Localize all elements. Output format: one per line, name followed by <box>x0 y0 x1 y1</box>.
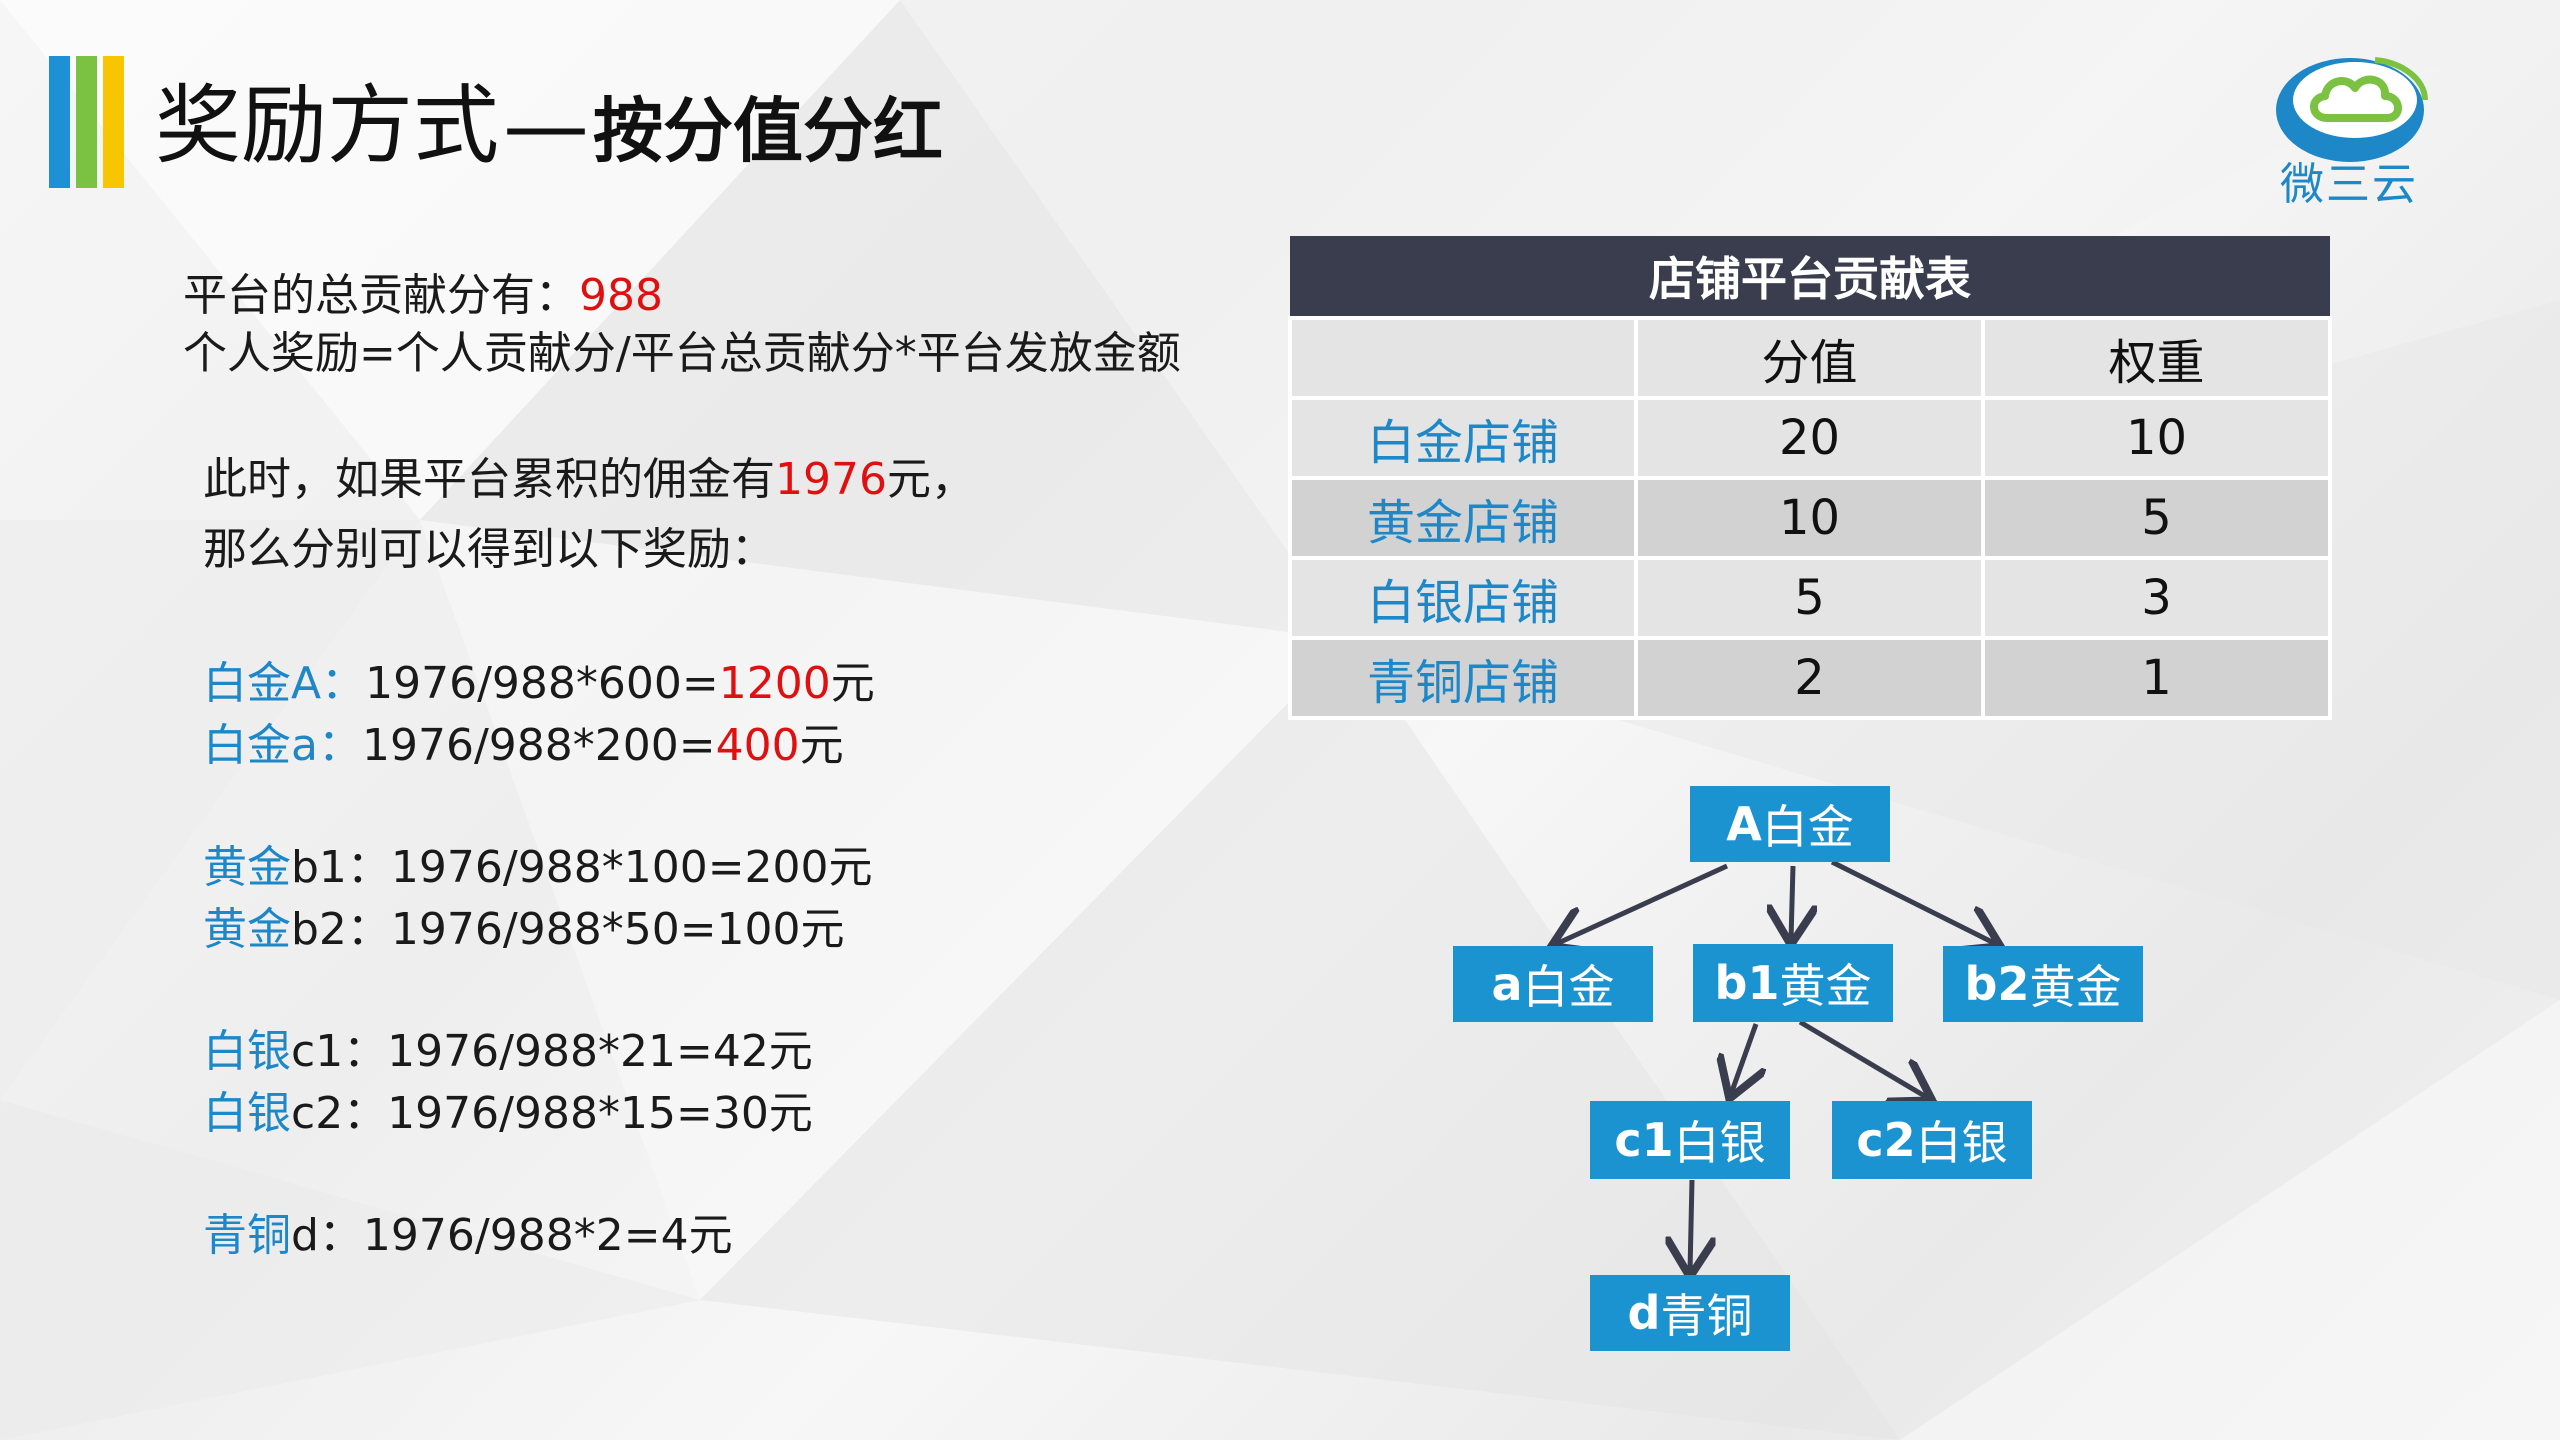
reward-label: 青铜 <box>203 1210 291 1261</box>
title-sub: 按分值分红 <box>593 90 943 172</box>
node-code: c2 <box>1856 1113 1916 1167</box>
tree-node-b2: b2 黄金 <box>1943 946 2143 1022</box>
table-cell: 青铜店铺 <box>1288 636 1638 720</box>
node-code: A <box>1726 797 1762 851</box>
logo-text: 微三云 <box>2280 159 2418 210</box>
table-header-row: 分值 权重 <box>1288 316 2333 400</box>
table-row: 黄金店铺 10 5 <box>1288 476 2333 560</box>
reward-calc: 1976/988*200= <box>361 720 716 771</box>
reward-label: 黄金 <box>203 842 291 893</box>
cloud-icon <box>2276 57 2428 162</box>
tree-node-A: A 白金 <box>1690 786 1890 862</box>
page-title: 奖励方式—按分值分红 <box>155 66 943 186</box>
reward-calc: b1：1976/988*100=200元 <box>291 842 873 893</box>
node-name: 白银 <box>1673 1116 1766 1170</box>
scenario-prefix: 此时，如果平台累积的佣金有 <box>203 454 775 505</box>
node-name: 白金 <box>1522 960 1615 1014</box>
tree-node-c2: c2 白银 <box>1832 1101 2032 1179</box>
total-score-label: 平台的总贡献分有： <box>183 270 579 321</box>
total-score-value: 988 <box>579 270 663 321</box>
reward-line: 青铜d：1976/988*2=4元 <box>203 1208 733 1264</box>
table-cell: 20 <box>1634 396 1985 480</box>
reward-result: 1200 <box>718 658 831 709</box>
accent-bar-blue <box>49 56 70 188</box>
node-code: c1 <box>1614 1113 1674 1167</box>
table-row: 白银店铺 5 3 <box>1288 556 2333 640</box>
scenario-line-1: 此时，如果平台累积的佣金有1976元， <box>203 452 975 508</box>
node-code: b2 <box>1964 957 2030 1011</box>
node-code: b1 <box>1714 956 1780 1010</box>
node-name: 白银 <box>1915 1116 2008 1170</box>
table-cell: 白金店铺 <box>1288 396 1638 480</box>
scenario-amount: 1976 <box>775 454 887 505</box>
accent-bar-green <box>76 56 97 188</box>
node-name: 黄金 <box>2029 960 2122 1014</box>
contribution-table: 店铺平台贡献表 分值 权重 白金店铺 20 10 黄金店铺 10 5 白银店铺 … <box>1288 236 2333 720</box>
table-row: 白金店铺 20 10 <box>1288 396 2333 480</box>
reward-result: 400 <box>715 720 800 771</box>
node-name: 白金 <box>1761 800 1854 854</box>
scenario-line-2: 那么分别可以得到以下奖励： <box>203 524 775 575</box>
table-cell: 3 <box>1980 556 2333 640</box>
table-cell: 5 <box>1634 556 1985 640</box>
reward-calc: d：1976/988*2=4元 <box>291 1210 733 1261</box>
reward-calc: c1：1976/988*21=42元 <box>291 1026 813 1077</box>
tree-node-b1: b1 黄金 <box>1693 944 1893 1022</box>
tree-node-c1: c1 白银 <box>1590 1101 1790 1179</box>
reward-label: 白银 <box>203 1026 291 1077</box>
reward-unit: 元 <box>799 720 844 771</box>
reward-unit: 元 <box>830 658 875 709</box>
reward-label: 白金A： <box>203 658 366 709</box>
table-cell: 黄金店铺 <box>1288 476 1638 560</box>
reward-label: 黄金 <box>203 904 291 955</box>
node-name: 黄金 <box>1779 959 1872 1013</box>
node-code: a <box>1491 957 1523 1011</box>
tree-node-a: a 白金 <box>1453 946 1653 1022</box>
node-code: d <box>1627 1286 1661 1340</box>
reward-line: 黄金b1：1976/988*100=200元 <box>203 840 873 896</box>
table-title: 店铺平台贡献表 <box>1290 236 2331 318</box>
reward-calc: b2：1976/988*50=100元 <box>291 904 845 955</box>
reward-calc: c2：1976/988*15=30元 <box>291 1088 813 1139</box>
total-score-line: 平台的总贡献分有：988 <box>183 268 663 324</box>
scenario-suffix: 元， <box>886 454 975 505</box>
title-dash: — <box>503 76 589 176</box>
table-cell: 白银店铺 <box>1288 556 1638 640</box>
column-header: 权重 <box>1980 316 2333 400</box>
title-main: 奖励方式 <box>155 76 499 176</box>
reward-calc: 1976/988*600= <box>365 658 719 709</box>
table-cell: 10 <box>1980 396 2333 480</box>
reward-line: 白银c1：1976/988*21=42元 <box>203 1024 813 1080</box>
title-accent-bars <box>49 56 127 188</box>
reward-label: 白银 <box>203 1088 291 1139</box>
reward-label: 白金a： <box>203 720 362 771</box>
column-header <box>1288 316 1638 400</box>
tree-node-d: d 青铜 <box>1590 1275 1790 1351</box>
table-cell: 5 <box>1980 476 2333 560</box>
reward-line: 白金A：1976/988*600=1200元 <box>203 656 875 712</box>
table-cell: 10 <box>1634 476 1985 560</box>
accent-bar-yellow <box>103 56 124 188</box>
reward-line: 白金a：1976/988*200=400元 <box>203 718 844 774</box>
node-name: 青铜 <box>1660 1289 1753 1343</box>
reward-line: 黄金b2：1976/988*50=100元 <box>203 902 845 958</box>
table-cell: 1 <box>1980 636 2333 720</box>
table-title-row: 店铺平台贡献表 <box>1290 236 2331 318</box>
column-header: 分值 <box>1634 316 1985 400</box>
reward-line: 白银c2：1976/988*15=30元 <box>203 1086 813 1142</box>
table-row: 青铜店铺 2 1 <box>1288 636 2333 720</box>
formula-line: 个人奖励=个人贡献分/平台总贡献分*平台发放金额 <box>183 328 1181 379</box>
table-cell: 2 <box>1634 636 1985 720</box>
